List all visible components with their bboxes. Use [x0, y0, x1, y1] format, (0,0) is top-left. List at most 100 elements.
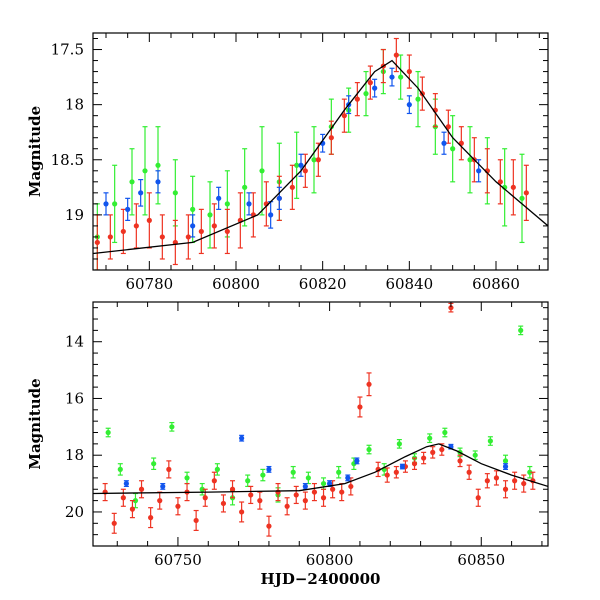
data-point [393, 52, 399, 58]
y-tick-label: 19 [65, 206, 84, 224]
data-point [207, 212, 213, 218]
data-point [430, 449, 436, 455]
data-point [389, 74, 395, 80]
data-point [246, 201, 252, 207]
data-point [523, 190, 529, 196]
data-point [336, 469, 342, 475]
data-point [327, 480, 333, 487]
data-point [302, 498, 308, 504]
data-point [276, 195, 282, 201]
data-point [320, 495, 327, 501]
y-axis-label: Magnitude [26, 106, 44, 197]
data-point [184, 475, 190, 481]
data-point [502, 463, 509, 470]
data-point [445, 124, 451, 130]
data-point [487, 438, 493, 444]
data-point [293, 492, 299, 498]
data-point [129, 179, 135, 185]
data-point [133, 223, 139, 229]
data-point [125, 206, 131, 212]
y-tick-label: 18 [65, 446, 84, 464]
data-point [399, 463, 405, 470]
data-point [111, 520, 117, 526]
data-point [211, 478, 217, 484]
data-point [421, 455, 427, 461]
data-point [305, 475, 311, 481]
data-point [268, 212, 274, 218]
data-point [220, 500, 227, 507]
data-point [159, 234, 165, 240]
data-point [129, 506, 136, 512]
x-tick-label: 60850 [457, 551, 505, 569]
data-point [320, 480, 327, 487]
data-point [199, 486, 205, 492]
data-point [190, 223, 196, 229]
data-point [527, 469, 533, 475]
y-tick-label: 16 [65, 389, 84, 407]
plot-frame [92, 301, 549, 547]
data-point [259, 168, 265, 174]
x-tick-label: 60800 [306, 551, 354, 569]
x-tick-label: 60780 [125, 275, 173, 293]
data-point [366, 446, 372, 453]
data-point [372, 85, 378, 91]
data-point [229, 486, 236, 492]
y-tick-label: 20 [65, 503, 84, 521]
data-point [357, 404, 363, 410]
data-point [502, 458, 509, 464]
data-point [406, 102, 412, 108]
data-point [157, 498, 163, 504]
data-point [193, 517, 199, 524]
data-point [354, 96, 360, 102]
data-point [198, 228, 204, 235]
data-point [202, 495, 208, 501]
data-point [439, 446, 445, 453]
data-point [518, 327, 524, 333]
data-point [354, 458, 360, 464]
data-point [242, 184, 248, 190]
data-point [476, 168, 482, 174]
data-point [398, 74, 404, 80]
data-point [107, 234, 113, 240]
plot-area [93, 37, 548, 270]
model-curve [93, 443, 548, 495]
data-point [275, 489, 281, 495]
data-point [475, 495, 481, 501]
data-point [257, 498, 263, 504]
data-point [266, 466, 272, 472]
data-point [330, 486, 336, 492]
data-point [112, 201, 118, 207]
data-point [132, 498, 139, 504]
data-point [138, 486, 145, 492]
series-red [94, 37, 529, 270]
series-red [102, 302, 536, 537]
data-point [260, 472, 266, 478]
data-point [311, 489, 318, 495]
data-point [138, 190, 144, 196]
x-tick-label: 60750 [154, 551, 202, 569]
y-tick-label: 18.5 [51, 151, 84, 169]
data-point [315, 157, 321, 163]
series-blue [103, 67, 482, 238]
data-point [239, 509, 245, 515]
series-green [94, 48, 525, 270]
data-point [363, 91, 369, 97]
data-point [94, 239, 100, 246]
data-point [239, 435, 245, 441]
data-point [348, 483, 354, 490]
data-point [302, 168, 308, 174]
data-point [441, 140, 447, 146]
data-point [406, 68, 412, 75]
data-point [467, 157, 473, 163]
data-point [448, 305, 454, 311]
data-point [214, 466, 220, 472]
data-point [190, 206, 196, 212]
data-point [457, 458, 463, 464]
data-point [411, 461, 418, 467]
data-point [117, 466, 123, 472]
data-point [105, 429, 111, 436]
series-green [105, 325, 533, 509]
data-point [396, 441, 402, 447]
data-point [284, 503, 290, 509]
data-point [298, 162, 304, 168]
